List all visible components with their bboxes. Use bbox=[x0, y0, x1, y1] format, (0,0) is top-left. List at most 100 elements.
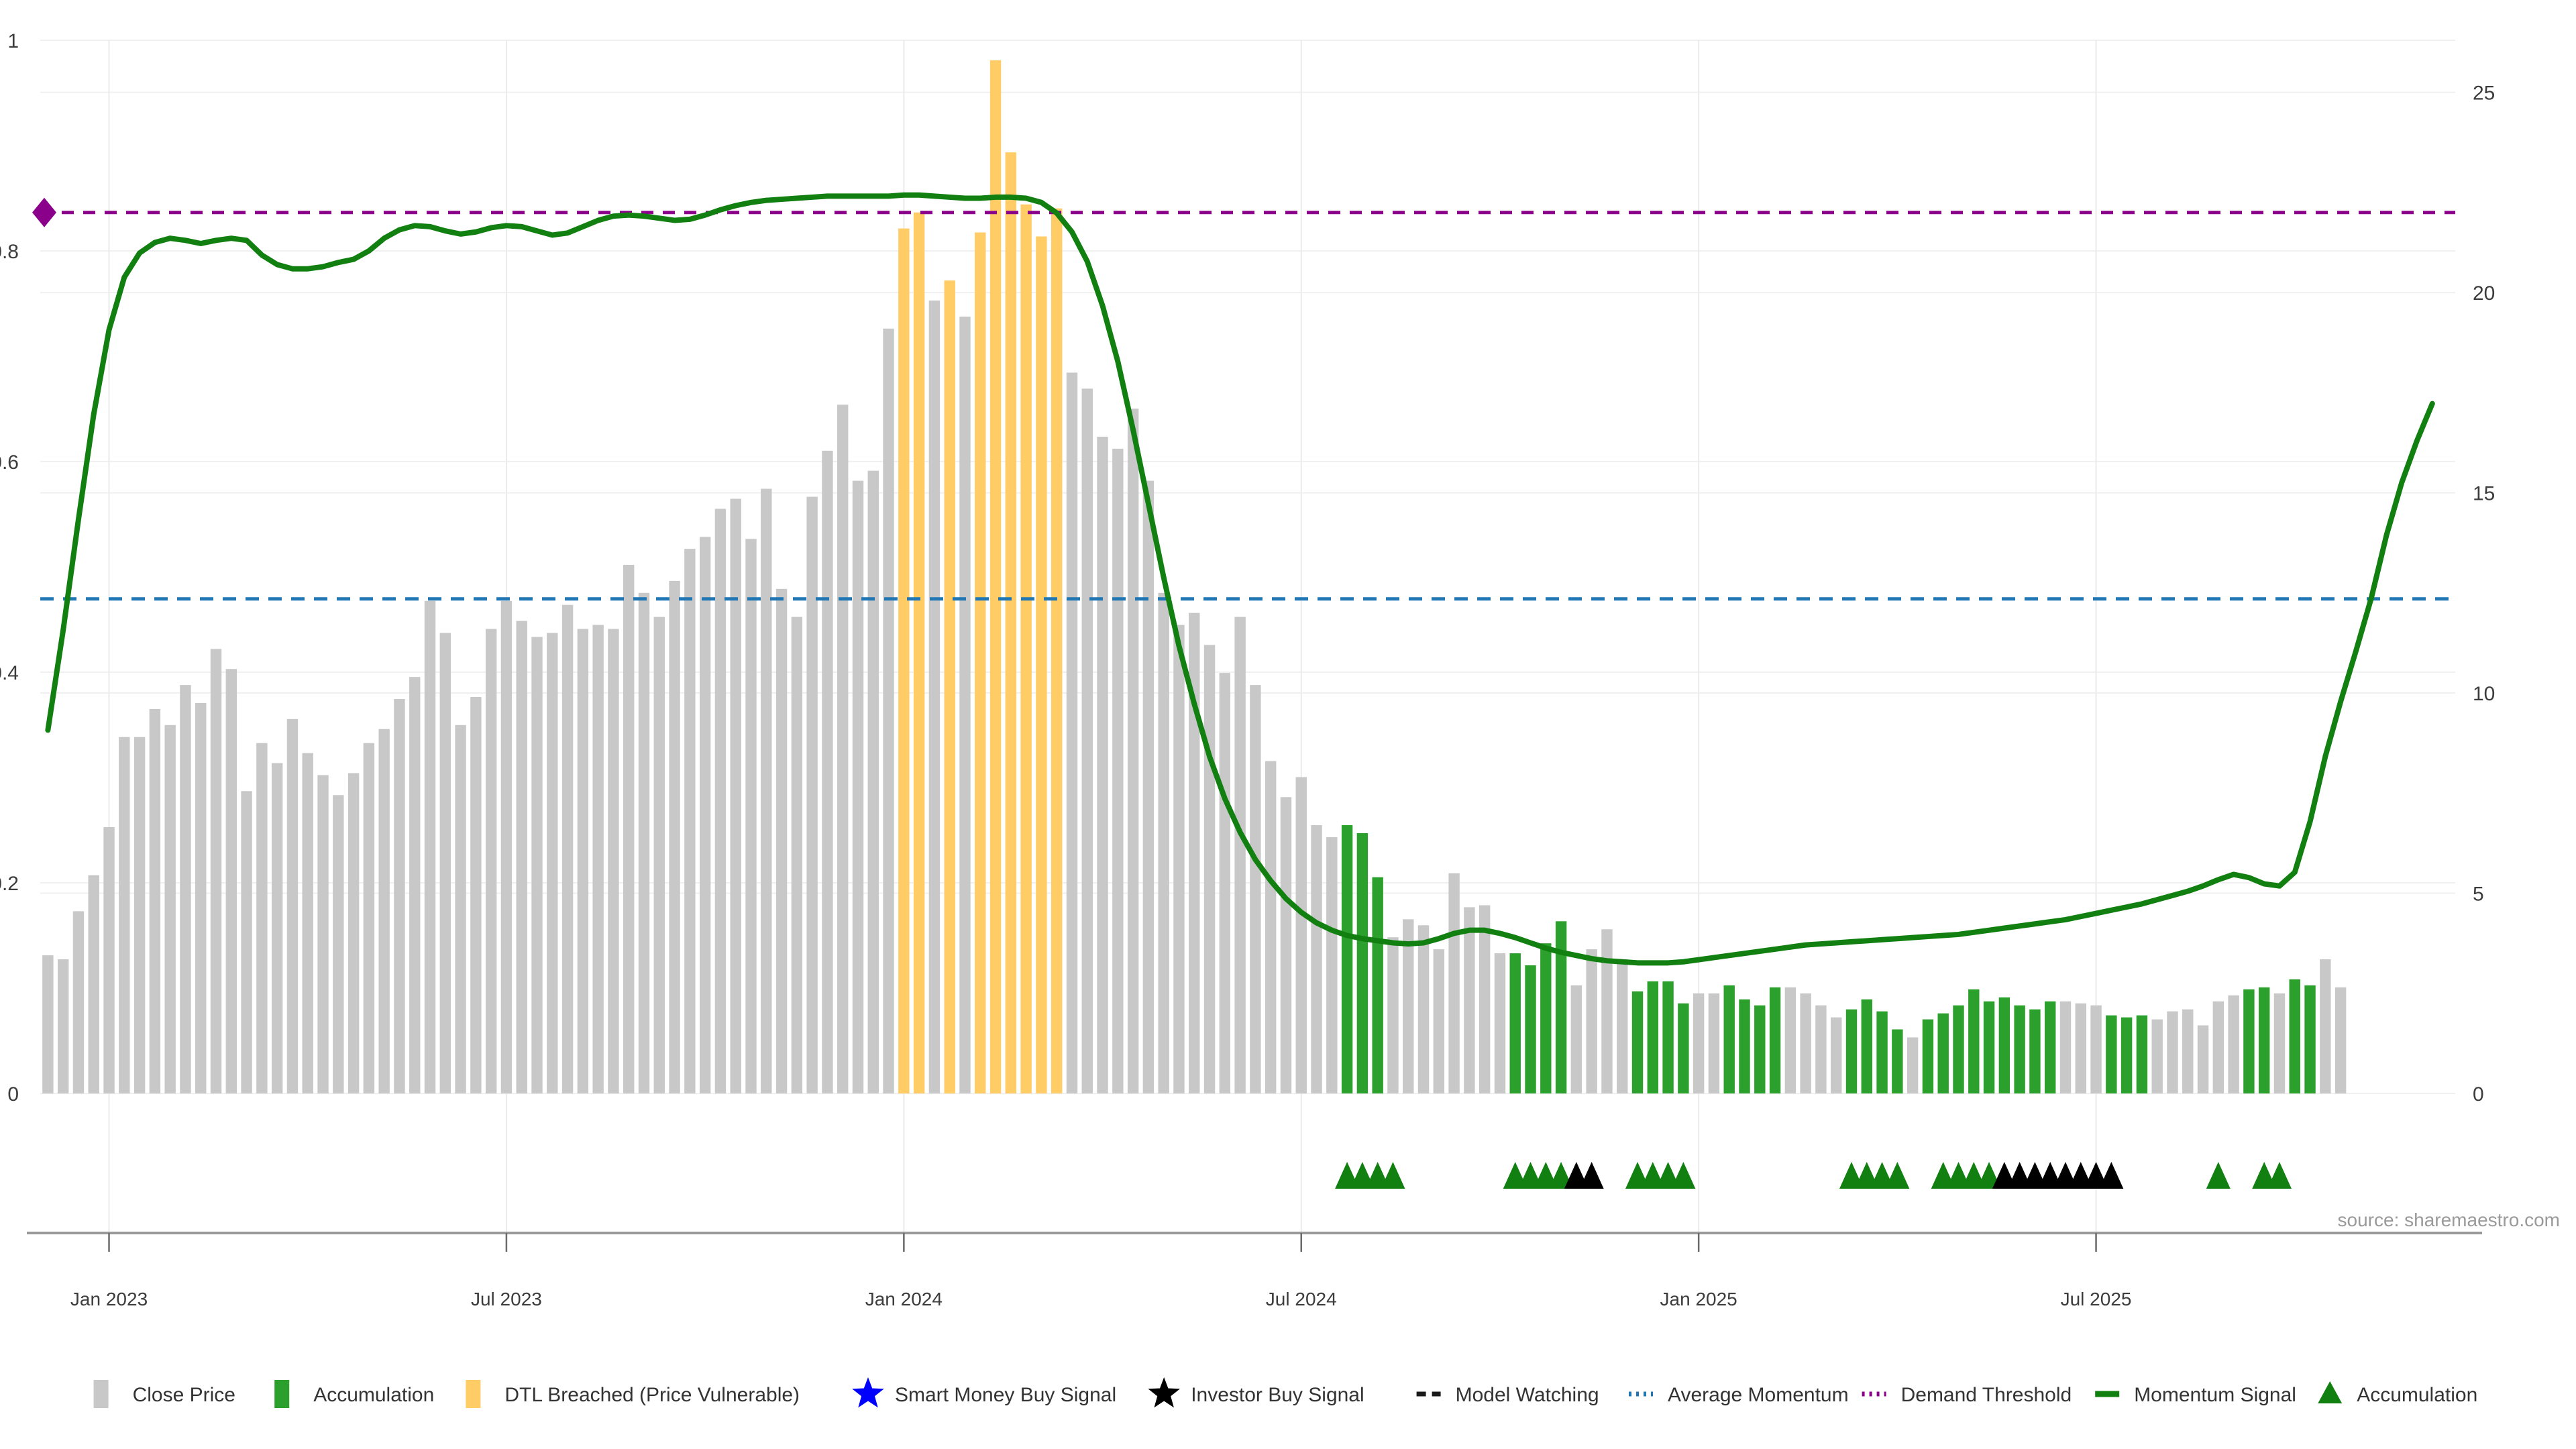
investor-buy-triangle-marker[interactable] bbox=[2053, 1162, 2078, 1189]
bar-close-price[interactable] bbox=[1219, 673, 1231, 1093]
bar-accumulation[interactable] bbox=[2243, 989, 2255, 1093]
bar-close-price[interactable] bbox=[1586, 949, 1597, 1093]
bar-accumulation[interactable] bbox=[1754, 1005, 1766, 1093]
bar-close-price[interactable] bbox=[455, 724, 466, 1093]
bar-accumulation[interactable] bbox=[2029, 1009, 2041, 1093]
legend-demand-threshold[interactable]: Demand Threshold bbox=[1862, 1384, 2072, 1406]
legend-investor-buy-signal[interactable]: Investor Buy Signal bbox=[1148, 1377, 1364, 1408]
investor-buy-triangle-marker[interactable] bbox=[2084, 1162, 2108, 1189]
bar-close-price[interactable] bbox=[286, 718, 299, 1093]
bar-close-price[interactable] bbox=[164, 724, 176, 1093]
bar-accumulation[interactable] bbox=[2258, 987, 2270, 1093]
bar-close-price[interactable] bbox=[2059, 1001, 2072, 1093]
bar-accumulation[interactable] bbox=[1372, 877, 1383, 1093]
accumulation-triangle-marker[interactable] bbox=[1839, 1162, 1864, 1189]
bar-dtl-breached[interactable] bbox=[1051, 208, 1063, 1094]
bar-close-price[interactable] bbox=[500, 600, 513, 1093]
bar-close-price[interactable] bbox=[1784, 987, 1796, 1093]
bar-close-price[interactable] bbox=[867, 470, 879, 1093]
bar-close-price[interactable] bbox=[88, 875, 99, 1093]
bar-close-price[interactable] bbox=[119, 737, 130, 1093]
bar-close-price[interactable] bbox=[1311, 825, 1322, 1093]
legend-dtl-breached[interactable]: DTL Breached (Price Vulnerable) bbox=[466, 1380, 800, 1408]
bar-close-price[interactable] bbox=[1250, 685, 1261, 1093]
bar-close-price[interactable] bbox=[1479, 905, 1491, 1093]
bar-close-price[interactable] bbox=[638, 592, 650, 1093]
bar-accumulation[interactable] bbox=[1922, 1019, 1934, 1093]
legend-accumulation-bar[interactable]: Accumulation bbox=[274, 1380, 434, 1408]
accumulation-triangle-marker[interactable] bbox=[1656, 1162, 1680, 1189]
legend-momentum-signal[interactable]: Momentum Signal bbox=[2095, 1384, 2296, 1406]
bar-close-price[interactable] bbox=[72, 911, 85, 1093]
bar-close-price[interactable] bbox=[103, 827, 115, 1093]
bar-accumulation[interactable] bbox=[2121, 1017, 2133, 1093]
bar-close-price[interactable] bbox=[1066, 372, 1078, 1093]
bar-close-price[interactable] bbox=[1693, 993, 1705, 1093]
bar-accumulation[interactable] bbox=[2289, 979, 2300, 1093]
accumulation-triangle-marker[interactable] bbox=[1870, 1162, 1894, 1189]
bar-close-price[interactable] bbox=[653, 616, 665, 1093]
legend-close-price[interactable]: Close Price bbox=[93, 1380, 235, 1408]
accumulation-triangle-marker[interactable] bbox=[1640, 1162, 1665, 1189]
bar-dtl-breached[interactable] bbox=[989, 60, 1002, 1094]
bar-close-price[interactable] bbox=[1433, 949, 1445, 1093]
investor-buy-triangle-marker[interactable] bbox=[2007, 1162, 2032, 1189]
bar-close-price[interactable] bbox=[1142, 480, 1155, 1093]
bar-close-price[interactable] bbox=[2228, 995, 2239, 1093]
accumulation-triangle-marker[interactable] bbox=[1854, 1162, 1879, 1189]
bar-close-price[interactable] bbox=[42, 955, 54, 1093]
bar-close-price[interactable] bbox=[210, 649, 222, 1093]
bar-close-price[interactable] bbox=[1097, 436, 1108, 1093]
bar-accumulation[interactable] bbox=[1937, 1013, 1949, 1093]
bar-accumulation[interactable] bbox=[1341, 825, 1353, 1093]
bar-accumulation[interactable] bbox=[1525, 965, 1536, 1093]
bar-close-price[interactable] bbox=[822, 450, 833, 1093]
bar-close-price[interactable] bbox=[2090, 1005, 2102, 1093]
bar-dtl-breached[interactable] bbox=[898, 228, 910, 1093]
bar-close-price[interactable] bbox=[1387, 937, 1399, 1093]
bar-accumulation[interactable] bbox=[1861, 999, 1872, 1093]
bar-close-price[interactable] bbox=[225, 669, 237, 1093]
bar-accumulation[interactable] bbox=[1998, 997, 2010, 1093]
bar-close-price[interactable] bbox=[547, 633, 558, 1094]
bar-close-price[interactable] bbox=[1265, 761, 1277, 1093]
bar-close-price[interactable] bbox=[959, 316, 971, 1093]
legend-smart-money-buy-signal[interactable]: Smart Money Buy Signal bbox=[852, 1377, 1116, 1408]
bar-close-price[interactable] bbox=[714, 508, 727, 1093]
bar-accumulation[interactable] bbox=[1555, 921, 1567, 1093]
bar-close-price[interactable] bbox=[180, 685, 191, 1093]
accumulation-triangle-marker[interactable] bbox=[2206, 1162, 2231, 1189]
bar-close-price[interactable] bbox=[1617, 959, 1628, 1093]
bar-close-price[interactable] bbox=[2273, 993, 2286, 1093]
bar-close-price[interactable] bbox=[1403, 919, 1414, 1093]
bar-close-price[interactable] bbox=[883, 328, 894, 1093]
accumulation-triangle-marker[interactable] bbox=[1381, 1162, 1405, 1189]
bar-close-price[interactable] bbox=[424, 600, 436, 1093]
bar-close-price[interactable] bbox=[363, 743, 375, 1093]
accumulation-triangle-marker[interactable] bbox=[1977, 1162, 2002, 1189]
bar-close-price[interactable] bbox=[761, 488, 772, 1093]
bar-close-price[interactable] bbox=[1448, 873, 1460, 1093]
bar-close-price[interactable] bbox=[241, 791, 252, 1093]
bar-close-price[interactable] bbox=[699, 537, 711, 1093]
bar-close-price[interactable] bbox=[1158, 592, 1169, 1093]
bar-close-price[interactable] bbox=[1417, 925, 1430, 1093]
bar-dtl-breached[interactable] bbox=[1005, 152, 1017, 1093]
bar-close-price[interactable] bbox=[1189, 612, 1200, 1093]
bar-close-price[interactable] bbox=[791, 616, 803, 1093]
bar-close-price[interactable] bbox=[2075, 1003, 2086, 1093]
bar-close-price[interactable] bbox=[852, 480, 864, 1093]
bar-accumulation[interactable] bbox=[1356, 833, 1368, 1093]
accumulation-triangle-marker[interactable] bbox=[1350, 1162, 1375, 1189]
investor-buy-triangle-marker[interactable] bbox=[1992, 1162, 2017, 1189]
bar-close-price[interactable] bbox=[608, 629, 619, 1093]
bar-close-price[interactable] bbox=[669, 580, 680, 1093]
bar-accumulation[interactable] bbox=[1509, 953, 1521, 1093]
legend-layer[interactable]: Close Price Accumulation DTL Breached (Pri… bbox=[93, 1377, 2478, 1408]
accumulation-triangle-marker[interactable] bbox=[1335, 1162, 1360, 1189]
bar-close-price[interactable] bbox=[2212, 1001, 2224, 1093]
bar-close-price[interactable] bbox=[1326, 837, 1338, 1093]
bar-close-price[interactable] bbox=[745, 539, 757, 1093]
bar-close-price[interactable] bbox=[928, 301, 941, 1093]
